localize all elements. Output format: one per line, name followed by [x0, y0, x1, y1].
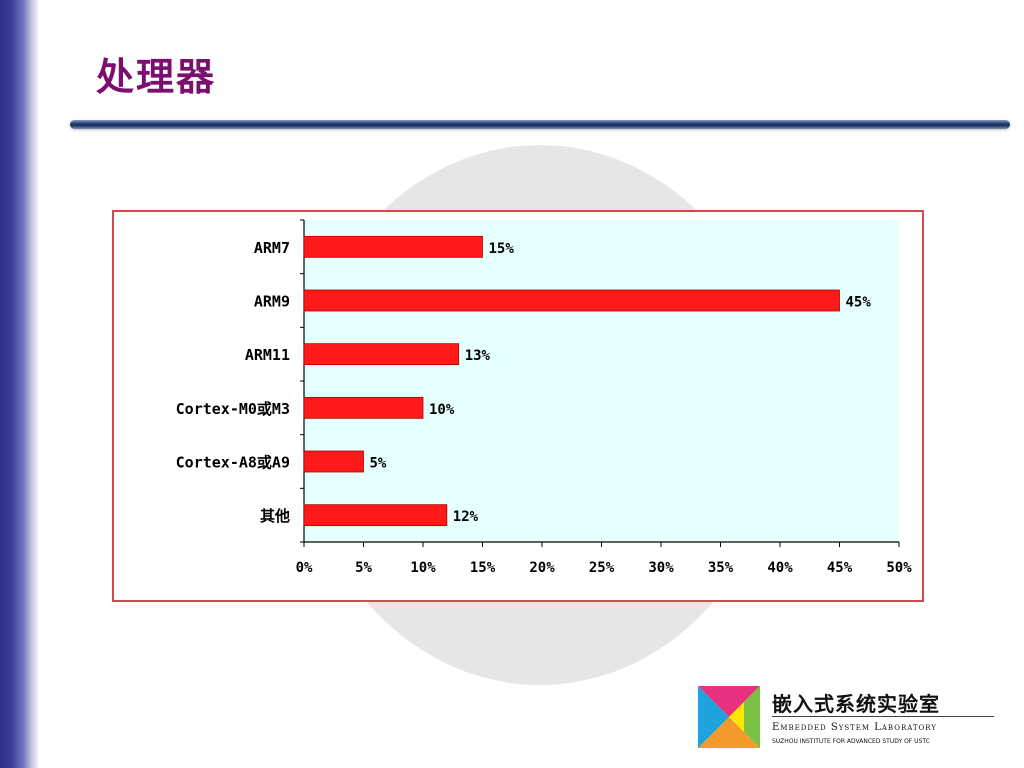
x-tick-label: 40%	[767, 560, 793, 576]
lab-logo: 嵌入式系统实验室 Embedded System Laboratory Suzh…	[698, 686, 998, 756]
slide-title: 处理器	[96, 54, 217, 99]
x-tick-label: 45%	[827, 560, 853, 576]
lab-name-chinese: 嵌入式系统实验室	[772, 692, 940, 716]
lab-logo-icon	[698, 686, 760, 748]
bar-chart: ARM7 15% ARM9 45% ARM11 13% Cortex-M0或M3 10% Cor…	[176, 219, 912, 576]
chart-frame: ARM7 15% ARM9 45% ARM11 13% Cortex-M0或M3 10% Cor…	[112, 210, 924, 602]
x-tick-label: 35%	[708, 560, 734, 576]
bar-5	[303, 504, 448, 527]
bar-3	[303, 396, 424, 419]
data-label: 10%	[429, 402, 455, 418]
data-label: 5%	[370, 456, 387, 472]
data-label: 45%	[846, 295, 872, 311]
x-tick-label: 30%	[648, 560, 674, 576]
x-tick-label: 5%	[355, 560, 372, 576]
data-label: 15%	[489, 241, 515, 257]
category-label: ARM9	[254, 293, 290, 311]
title-divider	[70, 120, 1010, 129]
x-tick-label: 20%	[529, 560, 555, 576]
x-tick-label: 0%	[296, 560, 313, 576]
x-tick-label: 10%	[410, 560, 436, 576]
x-tick-label: 50%	[886, 560, 912, 576]
bar-2	[303, 343, 460, 366]
x-tick-label: 15%	[470, 560, 496, 576]
lab-institute: Suzhou Institute for Advanced Study of U…	[772, 738, 930, 745]
left-accent-bar	[0, 0, 38, 768]
category-label: Cortex-A8或A9	[176, 454, 290, 472]
bar-1	[303, 289, 840, 312]
category-label: ARM7	[254, 239, 290, 257]
logo-divider	[772, 716, 994, 717]
bar-0	[303, 235, 483, 258]
x-tick-label: 25%	[589, 560, 615, 576]
category-label: Cortex-M0或M3	[176, 400, 290, 418]
category-label: ARM11	[245, 346, 290, 364]
category-label: 其他	[260, 507, 290, 525]
bar-4	[303, 450, 364, 473]
lab-name-english: Embedded System Laboratory	[772, 722, 937, 733]
data-label: 13%	[465, 348, 491, 364]
plot-background	[304, 220, 899, 542]
data-label: 12%	[453, 509, 479, 525]
